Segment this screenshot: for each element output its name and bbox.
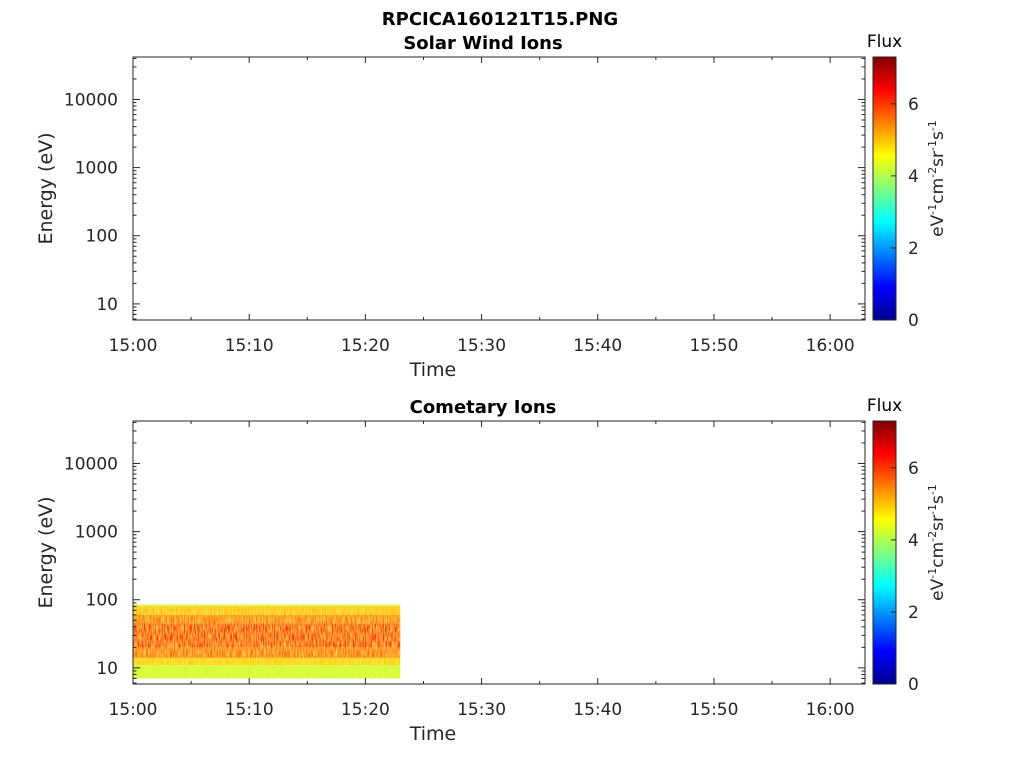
colorbar-tick-label: 6: [908, 459, 919, 479]
colorbar-tick-label: 4: [908, 167, 919, 187]
y-tick-label: 10000: [64, 454, 118, 474]
colorbar-tick-label: 6: [908, 95, 919, 115]
y-axis-label: Energy (eV): [35, 496, 57, 608]
colorbar-tick-label: 0: [908, 675, 919, 695]
colorbar-title: Flux: [867, 32, 902, 52]
cometary-ions-panel: Cometary Ions 15:00 15:10 15:20 15:30 15:40 15…: [35, 396, 948, 745]
y-tick-label: 1000: [75, 523, 118, 543]
flux-cell: [133, 657, 401, 666]
x-tick-label: 15:10: [225, 700, 274, 720]
x-axis-label: Time: [409, 359, 457, 381]
x-tick-label: 15:20: [341, 336, 390, 356]
x-tick-label: 15:50: [689, 700, 738, 720]
x-tick-label: 15:40: [573, 700, 622, 720]
x-tick-label: 15:30: [457, 700, 506, 720]
colorbar-units: eV-1cm-2sr-1s-1: [926, 484, 948, 601]
colorbar-tick-label: 4: [908, 531, 919, 551]
y-tick-label: 10: [96, 659, 118, 679]
colorbar-tick-label: 0: [908, 311, 919, 331]
colorbar: [872, 420, 897, 685]
x-tick-label: 15:00: [109, 336, 158, 356]
flux-cell: [133, 647, 401, 658]
flux-cell: [133, 606, 401, 615]
x-tick-label: 15:50: [689, 336, 738, 356]
plot-frame: [132, 56, 866, 321]
colorbar-title: Flux: [867, 396, 902, 416]
figure-title: RPCICA160121T15.PNG: [382, 9, 618, 30]
flux-cell: [133, 604, 401, 607]
x-tick-label: 15:10: [225, 336, 274, 356]
colorbar-tick-label: 2: [908, 603, 919, 623]
panel-title: Solar Wind Ions: [403, 33, 562, 54]
x-tick-label: 15:20: [341, 700, 390, 720]
x-tick-label: 16:00: [806, 336, 855, 356]
flux-cell: [133, 665, 401, 679]
x-tick-label: 16:00: [806, 700, 855, 720]
y-tick-label: 100: [86, 591, 118, 611]
y-tick-label: 10: [96, 295, 118, 315]
y-tick-label: 1000: [75, 159, 118, 179]
panel-title: Cometary Ions: [410, 397, 557, 418]
x-axis-label: Time: [409, 723, 457, 745]
flux-cell: [133, 623, 401, 648]
x-tick-label: 15:00: [109, 700, 158, 720]
y-axis-label: Energy (eV): [35, 132, 57, 244]
y-tick-label: 100: [86, 227, 118, 247]
solar-wind-ions-panel: Solar Wind Ions 15:00 15:10 15:20 15:30 15:40…: [35, 32, 948, 381]
data-cells: [133, 604, 401, 679]
x-tick-label: 15:30: [457, 336, 506, 356]
y-tick-label: 10000: [64, 90, 118, 110]
flux-cell: [133, 614, 401, 624]
x-tick-label: 15:40: [573, 336, 622, 356]
colorbar: [872, 56, 897, 321]
colorbar-units: eV-1cm-2sr-1s-1: [926, 120, 948, 237]
colorbar-tick-label: 2: [908, 239, 919, 259]
